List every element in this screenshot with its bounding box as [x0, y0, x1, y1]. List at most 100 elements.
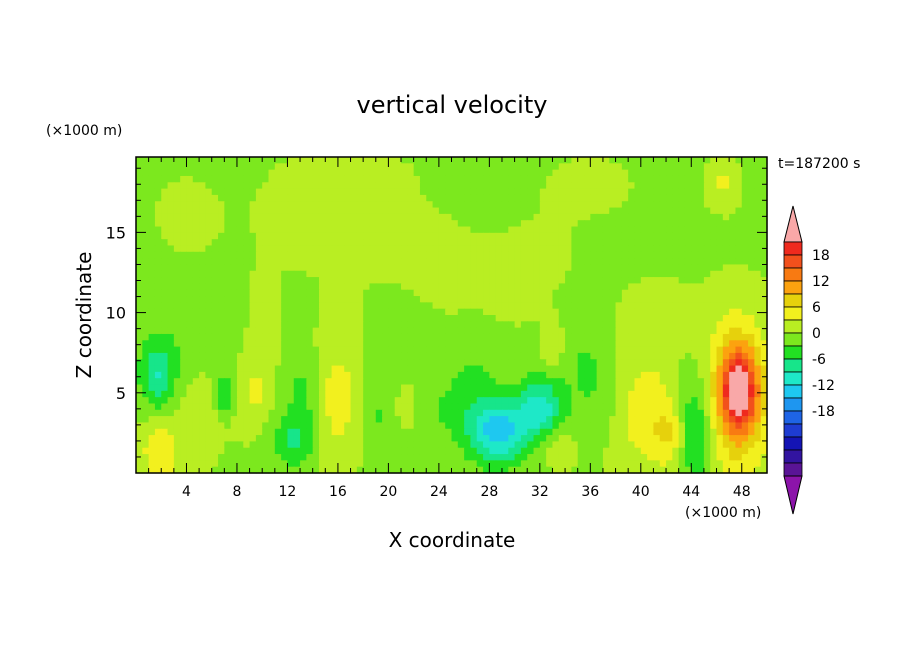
field-cell: [363, 390, 371, 398]
field-cell: [659, 289, 667, 297]
field-cell: [552, 207, 560, 215]
field-cell: [691, 416, 699, 424]
field-cell: [394, 466, 402, 474]
field-cell: [735, 409, 743, 417]
field-cell: [230, 327, 238, 335]
field-cell: [255, 428, 263, 436]
field-cell: [697, 226, 705, 234]
field-cell: [350, 239, 358, 247]
field-cell: [236, 302, 244, 310]
field-cell: [735, 207, 743, 215]
field-cell: [186, 365, 194, 373]
field-cell: [218, 435, 225, 442]
field-cell: [445, 207, 453, 215]
field-cell: [754, 258, 762, 266]
field-cell: [356, 371, 364, 379]
field-cell: [546, 315, 554, 322]
field-cell: [748, 302, 755, 310]
field-cell: [268, 327, 276, 335]
field-cell: [375, 283, 383, 291]
field-cell: [741, 390, 749, 398]
field-cell: [419, 327, 427, 335]
field-cell: [438, 390, 446, 398]
field-cell: [577, 296, 585, 303]
field-cell: [388, 277, 396, 284]
field-cell: [672, 346, 680, 354]
field-cell: [438, 188, 446, 196]
field-cell: [255, 447, 263, 455]
field-cell: [199, 296, 207, 303]
field-cell: [741, 213, 749, 221]
field-cell: [325, 251, 333, 259]
field-cell: [495, 315, 503, 322]
field-cell: [268, 232, 276, 240]
field-cell: [596, 194, 604, 202]
field-cell: [154, 422, 162, 430]
field-cell: [533, 194, 541, 202]
field-cell: [596, 454, 604, 461]
field-cell: [716, 352, 724, 360]
field-cell: [413, 384, 421, 392]
field-cell: [325, 422, 333, 430]
field-cell: [199, 315, 207, 322]
field-cell: [741, 371, 749, 379]
field-cell: [590, 226, 598, 234]
field-cell: [281, 390, 289, 398]
field-cell: [464, 384, 472, 392]
field-cell: [760, 333, 768, 341]
field-cell: [363, 409, 371, 417]
field-cell: [325, 289, 333, 297]
field-cell: [590, 182, 598, 190]
field-cell: [199, 327, 207, 335]
field-cell: [438, 321, 446, 329]
field-cell: [161, 213, 169, 221]
field-cell: [451, 397, 459, 405]
field-cell: [584, 283, 591, 291]
field-cell: [539, 251, 547, 259]
field-cell: [199, 182, 207, 190]
field-cell: [205, 327, 213, 335]
field-cell: [325, 378, 333, 386]
field-cell: [426, 245, 434, 253]
field-cell: [558, 308, 566, 316]
field-cell: [445, 435, 453, 442]
field-cell: [722, 371, 730, 379]
field-cell: [211, 409, 219, 417]
field-cell: [287, 327, 295, 335]
field-cell: [438, 308, 446, 316]
field-cell: [514, 245, 522, 253]
field-cell: [514, 239, 522, 247]
field-cell: [249, 175, 257, 183]
field-cell: [218, 397, 225, 405]
field-cell: [337, 466, 345, 474]
field-cell: [382, 454, 389, 461]
field-cell: [281, 207, 289, 215]
field-cell: [722, 277, 730, 284]
field-cell: [571, 403, 579, 411]
field-cell: [268, 447, 276, 455]
field-cell: [760, 251, 768, 259]
field-cell: [337, 390, 345, 398]
field-cell: [565, 308, 572, 316]
field-cell: [659, 201, 667, 209]
field-cell: [154, 226, 162, 234]
field-cell: [236, 207, 244, 215]
field-cell: [369, 264, 377, 272]
field-cell: [634, 207, 642, 215]
field-cell: [148, 365, 156, 373]
field-cell: [684, 264, 692, 272]
field-cell: [552, 371, 560, 379]
field-cell: [565, 333, 572, 341]
field-cell: [186, 340, 194, 348]
field-cell: [148, 175, 156, 183]
field-cell: [161, 416, 169, 424]
field-cell: [255, 302, 263, 310]
field-cell: [211, 397, 219, 405]
field-cell: [211, 220, 219, 228]
field-cell: [306, 460, 314, 468]
field-cell: [672, 378, 680, 386]
field-cell: [438, 213, 446, 221]
field-cell: [325, 201, 333, 209]
field-cell: [344, 201, 352, 209]
field-cell: [476, 239, 484, 247]
